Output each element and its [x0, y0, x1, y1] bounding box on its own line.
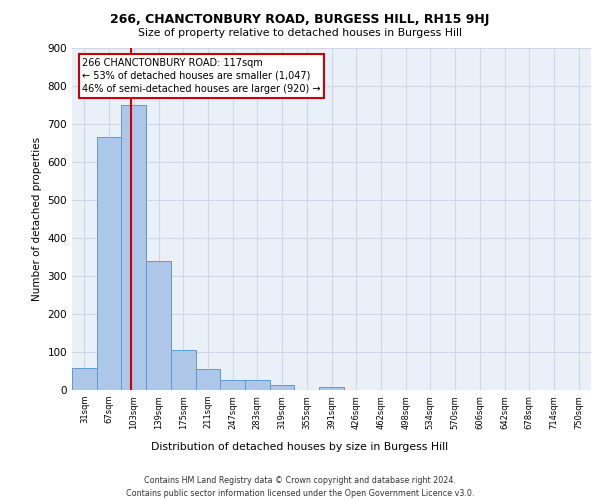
Text: Size of property relative to detached houses in Burgess Hill: Size of property relative to detached ho…	[138, 28, 462, 38]
Bar	[319, 387, 344, 390]
Bar	[72, 368, 97, 390]
Bar	[146, 262, 171, 390]
Bar	[97, 137, 121, 390]
Bar	[220, 380, 245, 390]
Text: Contains HM Land Registry data © Crown copyright and database right 2024.
Contai: Contains HM Land Registry data © Crown c…	[126, 476, 474, 498]
Text: 266 CHANCTONBURY ROAD: 117sqm
← 53% of detached houses are smaller (1,047)
46% o: 266 CHANCTONBURY ROAD: 117sqm ← 53% of d…	[82, 58, 321, 94]
Text: Distribution of detached houses by size in Burgess Hill: Distribution of detached houses by size …	[151, 442, 449, 452]
Bar	[196, 369, 220, 390]
Bar	[245, 380, 270, 390]
Text: 266, CHANCTONBURY ROAD, BURGESS HILL, RH15 9HJ: 266, CHANCTONBURY ROAD, BURGESS HILL, RH…	[110, 12, 490, 26]
Bar	[171, 350, 196, 390]
Bar	[270, 386, 295, 390]
Bar	[121, 106, 146, 390]
Y-axis label: Number of detached properties: Number of detached properties	[32, 136, 42, 301]
